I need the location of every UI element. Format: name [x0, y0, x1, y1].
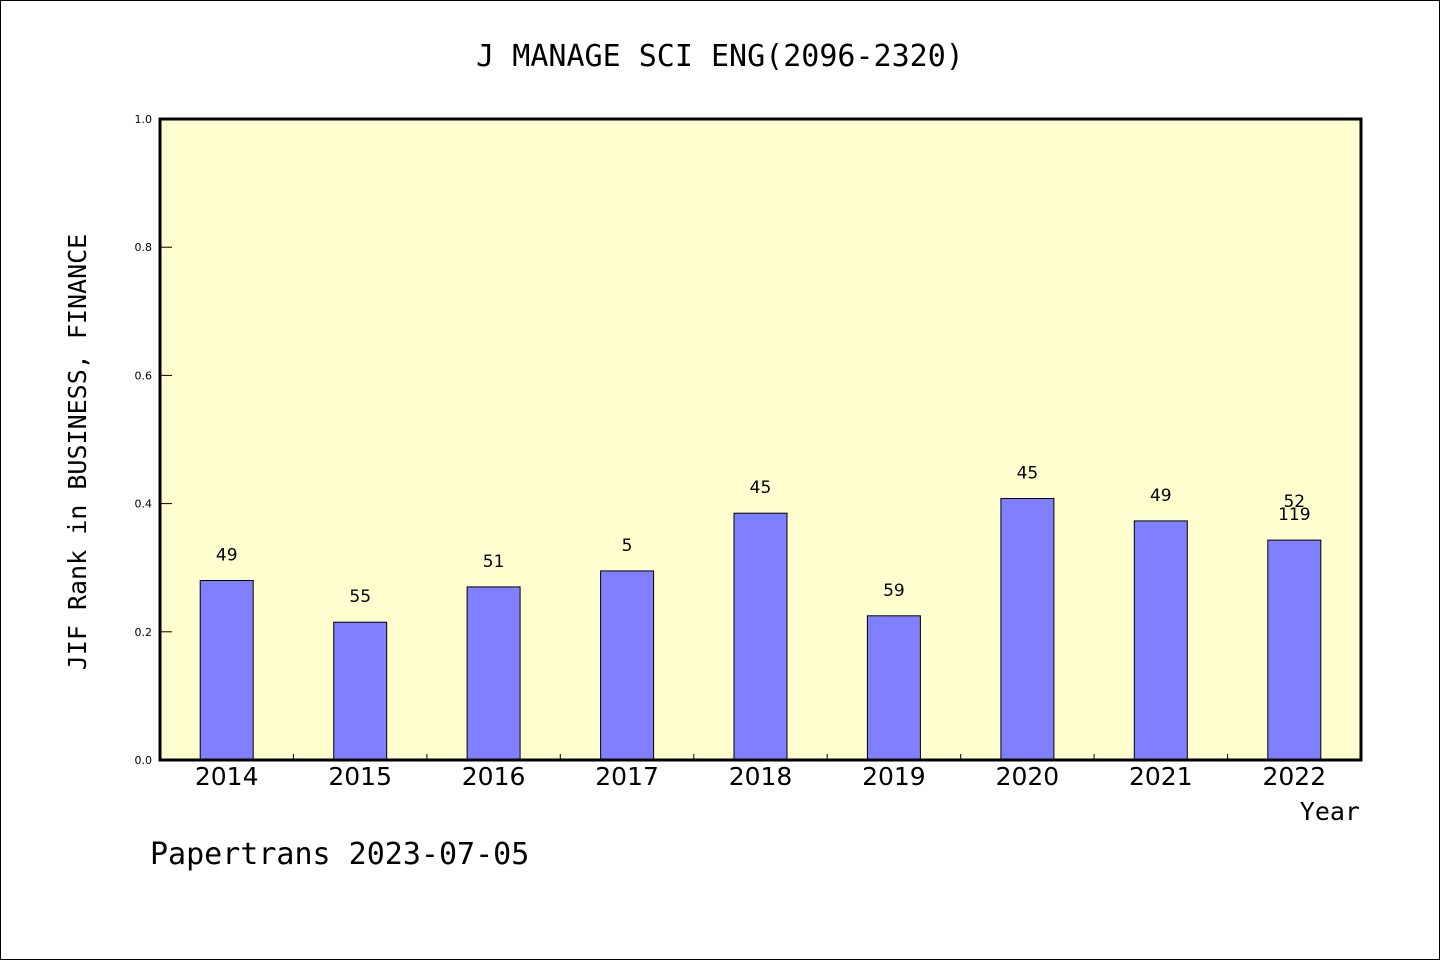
bar-label-2021: 49: [1150, 486, 1172, 506]
x-tick-label-2014: 2014: [195, 762, 259, 791]
bar-label-2016: 51: [483, 552, 505, 572]
bar-2017: [600, 570, 655, 761]
watermark-text: Papertrans 2023-07-05: [150, 837, 529, 872]
x-tick-label-2020: 2020: [996, 762, 1060, 791]
y-tick-label-0.0: 0.0: [135, 754, 153, 767]
y-tick-label-0.4: 0.4: [135, 498, 153, 511]
x-tick-label-2021: 2021: [1129, 762, 1193, 791]
y-tick-label-0.6: 0.6: [135, 369, 153, 382]
y-axis-ticks: 0.0 0.2 0.4 0.6 0.8 1.0: [135, 113, 172, 767]
bar-label-2022-2: 119: [1278, 505, 1310, 525]
bar-2018: [733, 512, 788, 761]
x-tick-label-2019: 2019: [862, 762, 926, 791]
bar-2016: [466, 586, 521, 761]
bar-2014: [199, 580, 254, 761]
x-tick-label-2017: 2017: [595, 762, 659, 791]
x-tick-label-2018: 2018: [729, 762, 793, 791]
x-tick-label-2015: 2015: [328, 762, 392, 791]
bar-label-2022-1: 52: [1283, 492, 1305, 512]
x-axis-ticks: 2014 2015 2016 2017 2018 2019 2020 2021 2022: [195, 754, 1326, 791]
bar-label-2020: 45: [1017, 464, 1039, 484]
bar-2019: [866, 615, 921, 761]
x-tick-label-2022: 2022: [1262, 762, 1326, 791]
bar-label-2017: 5: [622, 536, 633, 556]
bar-label-2014: 49: [216, 546, 238, 566]
y-tick-label-1.0: 1.0: [135, 113, 153, 126]
plot-border: [158, 117, 1363, 762]
bar-2020: [1000, 498, 1055, 761]
bar-2021: [1133, 520, 1188, 761]
y-tick-label-0.8: 0.8: [135, 241, 153, 254]
x-axis-label: Year: [1300, 797, 1360, 826]
y-tick-label-0.2: 0.2: [135, 626, 153, 639]
bar-label-2019: 59: [883, 581, 905, 601]
chart-title: J MANAGE SCI ENG(2096-2320): [476, 39, 964, 74]
bar-2022: [1267, 539, 1322, 761]
y-axis-label: JIF Rank in BUSINESS, FINANCE: [63, 234, 92, 671]
x-tick-label-2016: 2016: [462, 762, 526, 791]
bars-group: [199, 498, 1322, 761]
bar-label-2015: 55: [349, 587, 371, 607]
bar-label-2018: 45: [750, 478, 772, 498]
bar-2015: [333, 621, 388, 761]
